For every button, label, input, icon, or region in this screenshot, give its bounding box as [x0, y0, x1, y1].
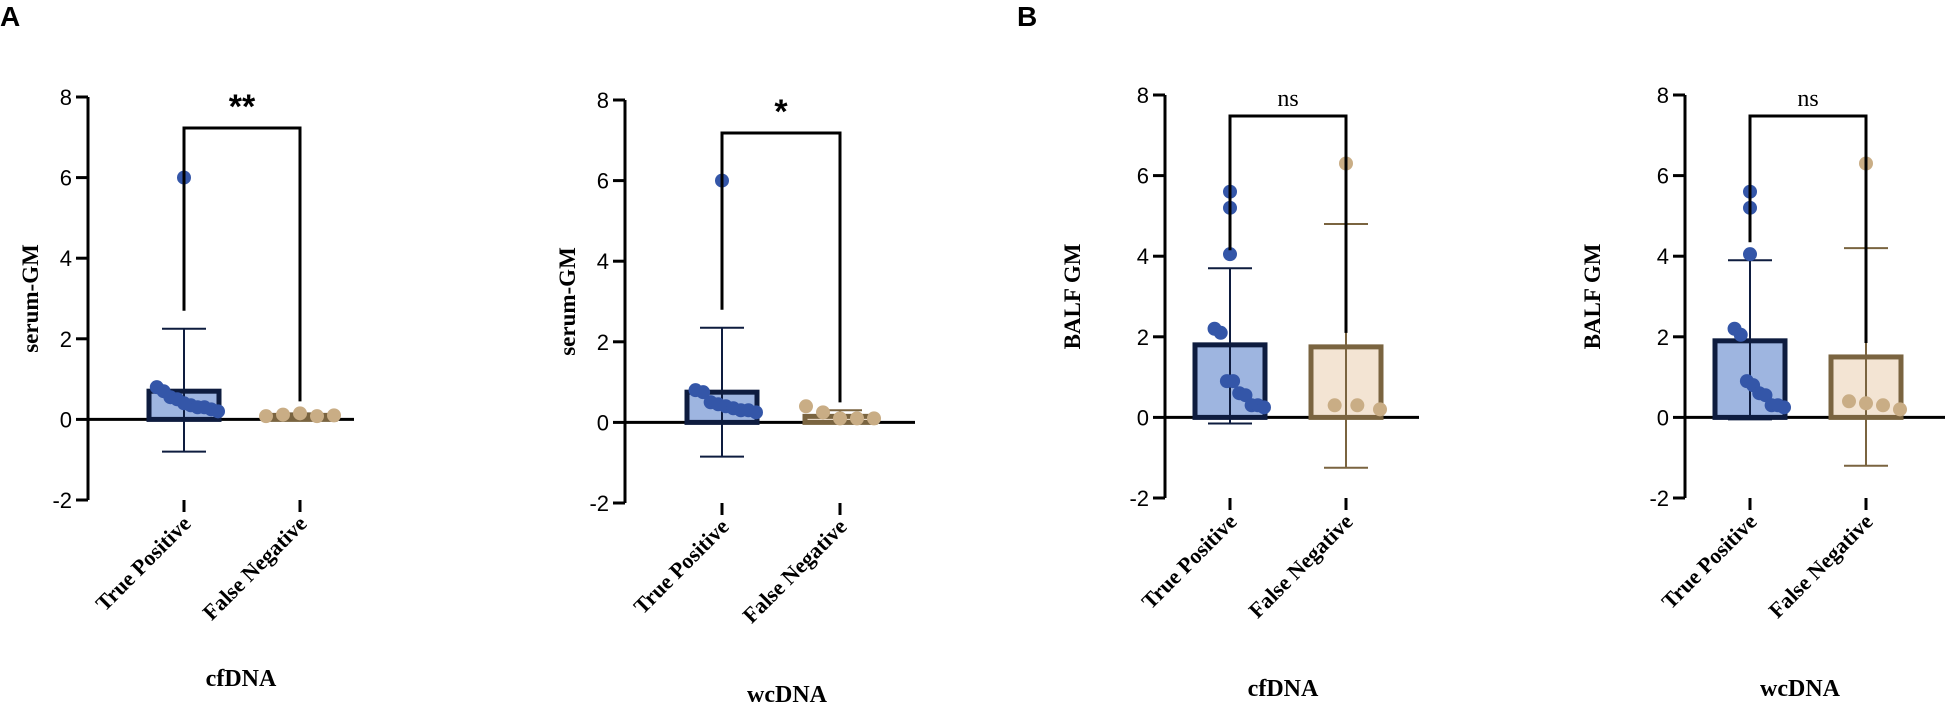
significance-label: ns: [1797, 86, 1818, 112]
y-axis-label: serum-GM: [555, 247, 580, 356]
y-axis-label: BALF GM: [1060, 243, 1085, 349]
data-point: [1226, 374, 1241, 389]
y-tick-label: 2: [1137, 325, 1149, 350]
x-tick-label: True Positive: [90, 511, 195, 616]
x-tick-label: False Negative: [1764, 509, 1878, 623]
panel-letter-a: A: [0, 1, 20, 32]
data-point: [259, 409, 273, 424]
data-point: [1213, 325, 1228, 340]
y-tick-label: -2: [52, 488, 72, 513]
y-tick-label: 6: [1657, 164, 1669, 189]
data-point: [850, 411, 864, 426]
x-tick-label: True Positive: [628, 514, 733, 619]
y-tick-label: 6: [597, 169, 609, 194]
data-point: [1777, 400, 1791, 415]
data-point: [696, 385, 711, 400]
significance-label: ns: [1277, 86, 1298, 112]
y-tick-label: 8: [1137, 83, 1149, 108]
y-tick-label: 8: [60, 85, 72, 110]
x-tick-label: False Negative: [198, 511, 312, 625]
data-point: [833, 411, 847, 426]
data-point: [867, 411, 881, 426]
data-point: [1733, 327, 1748, 342]
y-tick-label: 4: [597, 249, 609, 274]
y-tick-label: -2: [589, 491, 609, 516]
significance-label: **: [229, 88, 256, 126]
y-tick-label: 0: [60, 407, 72, 432]
data-point: [1373, 402, 1387, 417]
data-point: [211, 404, 225, 419]
data-point: [1876, 398, 1890, 413]
data-point: [749, 405, 763, 420]
x-axis-title: wcDNA: [1760, 676, 1841, 702]
x-tick-label: True Positive: [1656, 509, 1761, 614]
significance-label: *: [774, 93, 788, 131]
chart-4: -2 0 2 4 6 8 BALF GM True Positive False Negativ…: [1580, 83, 1945, 702]
data-point: [293, 406, 307, 421]
data-point: [1257, 400, 1271, 415]
data-point: [799, 399, 813, 414]
y-tick-label: 2: [60, 327, 72, 352]
x-axis-title: cfDNA: [206, 666, 277, 692]
y-tick-label: -2: [1129, 486, 1149, 511]
x-tick-label: False Negative: [1244, 509, 1358, 623]
significance-bracket: [720, 131, 842, 403]
x-axis-title: cfDNA: [1248, 676, 1319, 702]
significance-bracket: [1228, 114, 1348, 333]
y-tick-label: 6: [60, 166, 72, 191]
y-tick-label: 0: [1137, 405, 1149, 430]
chart-3: -2 0 2 4 6 8 BALF GM True Positive False Negativ…: [1060, 83, 1419, 702]
data-point: [1758, 388, 1773, 403]
significance-bracket: [182, 126, 302, 402]
y-tick-label: 2: [1657, 325, 1669, 350]
y-tick-label: -2: [1649, 486, 1669, 511]
y-tick-label: 2: [597, 330, 609, 355]
y-axis-label: BALF GM: [1580, 243, 1605, 349]
data-point: [310, 409, 324, 424]
data-point: [1859, 396, 1873, 411]
y-tick-label: 0: [1657, 405, 1669, 430]
data-point: [1743, 247, 1757, 262]
y-axis-label: serum-GM: [18, 244, 43, 353]
data-point: [816, 405, 830, 420]
data-point: [1842, 394, 1856, 409]
y-tick-label: 4: [1657, 244, 1669, 269]
y-tick-label: 4: [1137, 244, 1149, 269]
y-tick-label: 0: [597, 410, 609, 435]
x-axis-title: wcDNA: [747, 682, 828, 708]
data-point: [1223, 247, 1237, 262]
significance-bracket: [1748, 114, 1868, 343]
data-point: [276, 407, 290, 422]
chart-2: -2 0 2 4 6 8 serum-GM True Positive False Negati…: [555, 88, 915, 708]
data-point: [1893, 402, 1907, 417]
y-tick-label: 4: [60, 246, 72, 271]
y-tick-label: 8: [1657, 83, 1669, 108]
data-point: [327, 408, 341, 423]
chart-1: -2 0 2 4 6 8 serum-GM True Positive False Negati…: [18, 85, 354, 692]
data-point: [1327, 398, 1342, 413]
data-point: [1350, 398, 1365, 413]
y-tick-label: 8: [597, 88, 609, 113]
x-tick-label: False Negative: [738, 514, 852, 628]
panel-letter-b: B: [1017, 1, 1037, 32]
y-tick-label: 6: [1137, 164, 1149, 189]
data-point: [1238, 388, 1253, 403]
x-tick-label: True Positive: [1136, 509, 1241, 614]
